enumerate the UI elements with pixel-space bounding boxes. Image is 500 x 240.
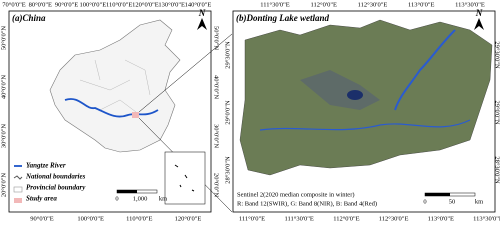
inset-frame (164, 151, 206, 205)
legend-study (14, 198, 22, 203)
left-tick-label: 30°0'0"N (0, 124, 7, 148)
right-tick-label: 20°0'0"N (213, 173, 220, 197)
bottom-tick-label: 110°0'0"E (126, 215, 152, 222)
wetland-area (300, 70, 380, 110)
bottom-tick-label: 100°0'0"E (77, 215, 104, 222)
north-arrow (474, 18, 484, 30)
legend-national (13, 175, 23, 180)
top-tick-label: 90°0'0"E (55, 1, 78, 8)
bottom-tick-label: 111°0'0"E (239, 215, 265, 222)
top-tick-label: 113°30'0"E (455, 1, 485, 8)
scale-bar (117, 190, 137, 193)
north-label: N (475, 8, 483, 18)
legend-label: Provincial boundary (26, 184, 86, 192)
bottom-tick-label: 111°30'0"E (284, 215, 313, 222)
left-tick-label: 20°0'0"N (0, 173, 7, 197)
right-tick-label: 29°0'0"N (494, 100, 500, 124)
caption: Sentinel 2(2020 median composite in wint… (237, 191, 355, 198)
legend-label: Study area (26, 195, 57, 203)
caption: R: Band 12(SWIR), G: Band 8(NIR), B: Ban… (237, 200, 377, 207)
bottom-tick-label: 112°0'0"E (333, 215, 359, 222)
top-tick-label: 111°30'0"E (260, 1, 289, 8)
study-area (132, 112, 139, 118)
bottom-tick-label: 120°0'0"E (175, 215, 202, 222)
right-tick-label: 29°30'0"N (494, 41, 500, 69)
legend-provincial (13, 186, 23, 193)
top-tick-label: 80°0'0"E (29, 1, 52, 8)
scale-label: km (159, 195, 167, 202)
top-tick-label: 100°0'0"E (80, 1, 107, 8)
left-tick-label: 29°0'0"N (224, 100, 231, 124)
yangtze-river (64, 98, 159, 118)
top-tick-label: 113°0'0"E (408, 1, 434, 8)
top-tick-label: 130°0'0"E (158, 1, 185, 8)
north-label: N (198, 8, 206, 18)
river (259, 119, 471, 131)
legend-label: National boundaries (25, 173, 86, 181)
right-tick-label: 50°0'0"N (213, 26, 220, 50)
lake-water (394, 29, 456, 111)
zoom-line (138, 33, 233, 113)
provincial-lines (79, 59, 151, 116)
bottom-tick-label: 112°30'0"E (379, 215, 409, 222)
top-tick-label: 110°0'0"E (106, 1, 132, 8)
scale-label: 0 (115, 195, 118, 202)
bottom-tick-label: 90°0'0"E (30, 215, 53, 222)
figure: 70°0'0"E 80°0'0"E 90°0'0"E 100°0'0"E 110°0'0… (0, 1, 500, 222)
panel-title: (b)Donting Lake wetland (236, 13, 330, 23)
panel-title: (a)China (12, 13, 46, 23)
bottom-tick-label: 113°30'0"E (473, 215, 500, 222)
top-tick-label: 112°0'0"E (311, 1, 337, 8)
scale-bar (425, 193, 450, 196)
left-tick-label: 28°30'0"N (224, 156, 231, 184)
left-tick-label: 50°0'0"N (0, 26, 7, 50)
china-outline (49, 19, 181, 153)
top-tick-label: 120°0'0"E (132, 1, 159, 8)
scale-label: km (475, 198, 483, 205)
bottom-tick-label: 113°0'0"E (428, 215, 454, 222)
scale-label: 50 (449, 198, 456, 205)
top-tick-label: 70°0'0"E (2, 1, 25, 8)
scale-label: 1,000 (133, 195, 148, 202)
top-tick-label: 140°0'0"E (185, 1, 212, 8)
lake-water (347, 90, 363, 100)
inset-islands (174, 164, 195, 192)
scale-label: 0 (423, 198, 426, 205)
left-tick-label: 29°30'0"N (224, 41, 231, 69)
top-tick-label: 112°30'0"E (358, 1, 388, 8)
right-tick-label: 40°0'0"N (213, 75, 220, 99)
north-arrow (197, 18, 207, 30)
legend-label: Yangtze River (26, 162, 66, 170)
left-tick-label: 40°0'0"N (0, 75, 7, 99)
right-tick-label: 30°0'0"N (213, 124, 220, 148)
right-tick-label: 28°30'0"N (494, 156, 500, 184)
